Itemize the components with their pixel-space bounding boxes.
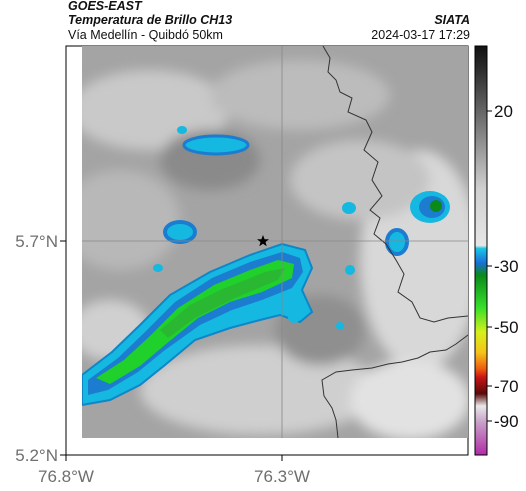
colorbar xyxy=(474,45,488,456)
satellite-title: GOES-EAST xyxy=(68,0,142,13)
image-datetime: 2024-03-17 17:29 xyxy=(371,28,470,42)
colorbar-ticks xyxy=(487,110,492,422)
colorbar-label: -50 xyxy=(494,318,519,337)
y-tick-label: 5.2°N xyxy=(15,446,58,465)
product-title: Temperatura de Brillo CH13 xyxy=(68,13,233,27)
x-tick-label: 76.3°W xyxy=(254,467,310,486)
region-subtitle: Vía Medellín - Quibdó 50km xyxy=(68,28,223,42)
cloud-band-inner xyxy=(160,268,285,338)
brightness-temperature-image xyxy=(82,46,468,438)
coastline xyxy=(322,46,468,323)
axis-ticks xyxy=(60,240,283,461)
colorbar-label: -30 xyxy=(494,257,519,276)
x-tick-label: 76.8°W xyxy=(38,467,94,486)
colorbar-label: 20 xyxy=(494,102,513,121)
cold-cloud-cells xyxy=(153,126,450,330)
border-line xyxy=(321,334,468,438)
y-tick-label: 5.7°N xyxy=(15,232,58,251)
colorbar-label: -90 xyxy=(494,412,519,431)
organization-name: SIATA xyxy=(434,13,470,27)
colorbar-label: -70 xyxy=(494,377,519,396)
star-icon xyxy=(257,235,269,247)
